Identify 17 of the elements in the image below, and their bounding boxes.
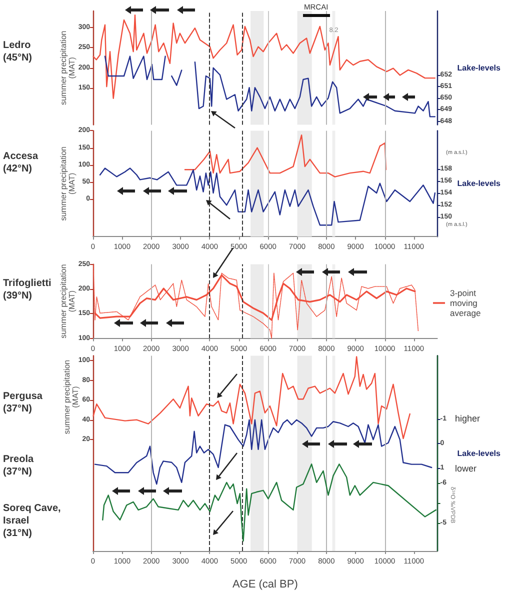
y2-axis-title: Lake-levels — [457, 448, 501, 458]
y-axis-title: summer precipitation (MAT) — [58, 146, 76, 221]
text: lower — [455, 464, 477, 474]
y-axis-title: summer precipitation (MAT) — [58, 30, 76, 106]
text: Pergusa (37°N) — [3, 390, 43, 414]
text: higher — [455, 414, 480, 424]
text: Trifoglietti (39°N) — [3, 278, 52, 302]
y-axis-title: summer precipitation (MAT) — [62, 360, 80, 434]
x-axis-title: AGE (cal BP) — [232, 578, 298, 590]
y2-axis-title: Lake-levels — [457, 63, 501, 72]
text: Ledro (45°N) — [3, 40, 32, 64]
legend-label: 3-point moving average — [450, 288, 481, 318]
text: Accesa (42°N) — [3, 150, 38, 174]
y-axis-title: summer precipitation (MAT) — [58, 264, 76, 338]
text: Preola (37°N) — [3, 454, 34, 478]
text: Soreq Cave, Israel (31°N) — [3, 502, 62, 539]
y2-axis-title: Lake-levels — [457, 179, 501, 188]
